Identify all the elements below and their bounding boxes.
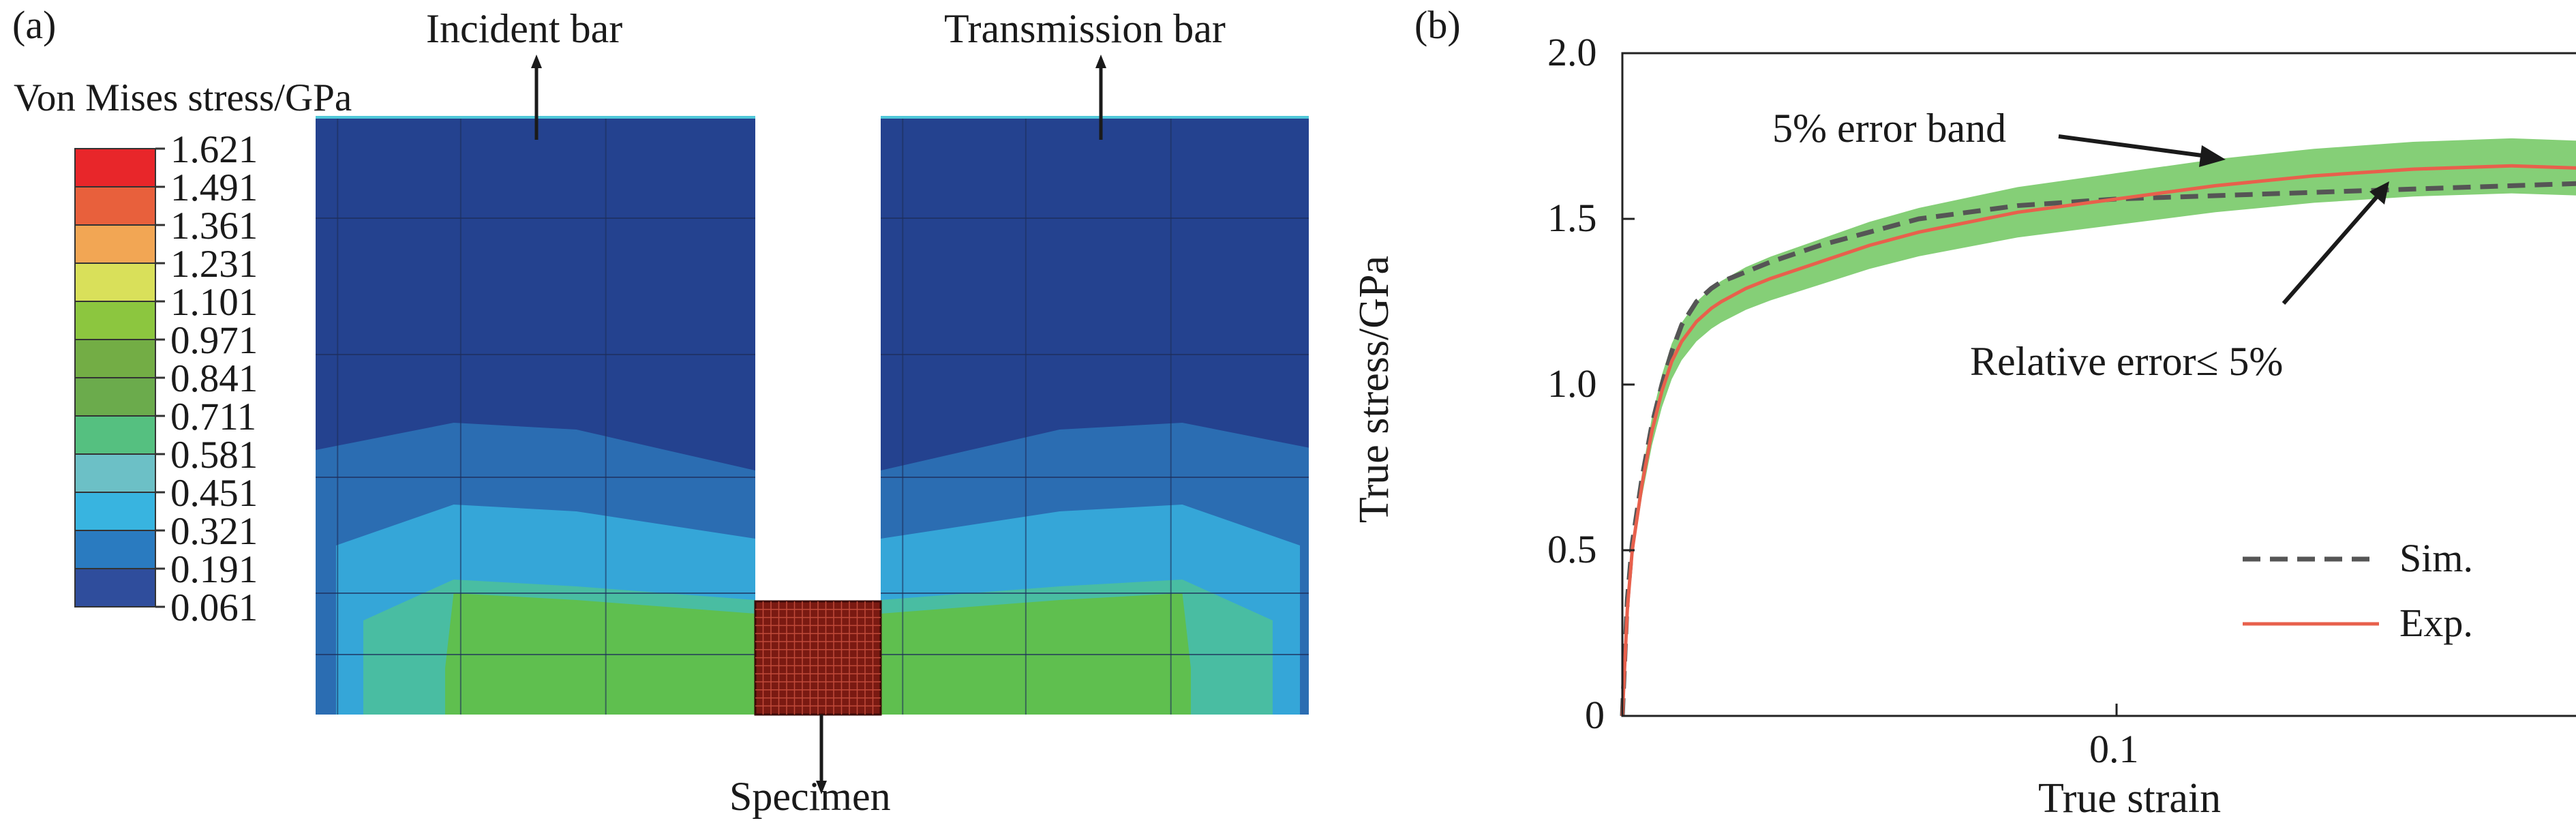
colorbar-level-label: 1.101 bbox=[170, 281, 258, 324]
colorbar-swatch bbox=[74, 492, 156, 531]
colorbar-swatch bbox=[74, 186, 156, 226]
colorbar-swatch bbox=[74, 339, 156, 378]
colorbar-level-label: 0.841 bbox=[170, 357, 258, 400]
colorbar-level-label: 0.971 bbox=[170, 319, 258, 362]
colorbar-level-label: 0.191 bbox=[170, 548, 258, 591]
series-exp-line bbox=[1620, 164, 2576, 717]
panel-a: (a) Von Mises stress/GPa Incident bar Tr… bbox=[12, 3, 1309, 819]
colorbar-level-label: 0.451 bbox=[170, 472, 258, 515]
transmission-bar bbox=[881, 116, 1309, 715]
colorbar bbox=[74, 147, 165, 608]
specimen-arrowhead bbox=[816, 781, 827, 794]
incident-arrowhead bbox=[531, 55, 542, 68]
incident-bar bbox=[316, 116, 755, 715]
y-tick-label: 1.5 bbox=[1547, 196, 1597, 240]
band-arrowhead bbox=[2199, 145, 2226, 167]
colorbar-level-label: 1.491 bbox=[170, 166, 258, 209]
colorbar-level-label: 0.321 bbox=[170, 510, 258, 553]
x-axis-label: True strain bbox=[2038, 775, 2222, 822]
colorbar-level-label: 1.231 bbox=[170, 243, 258, 286]
transmission-bar-label: Transmission bar bbox=[944, 6, 1226, 51]
colorbar-level-label: 1.621 bbox=[170, 128, 258, 171]
colorbar-swatch bbox=[74, 453, 156, 493]
fe-model-figure bbox=[74, 55, 1309, 794]
colorbar-swatch bbox=[74, 224, 156, 264]
colorbar-level-label: 1.361 bbox=[170, 205, 258, 247]
incident-bar-label: Incident bar bbox=[426, 6, 623, 51]
colorbar-level-label: 0.581 bbox=[170, 434, 258, 477]
colorbar-swatch bbox=[74, 415, 156, 455]
colorbar-swatch bbox=[74, 301, 156, 340]
colorbar-level-label: 0.711 bbox=[170, 395, 257, 438]
legend-label: Exp. bbox=[2399, 601, 2473, 645]
error-band-annotation: 5% error band bbox=[1772, 106, 2007, 151]
colorbar-swatch bbox=[74, 148, 156, 188]
origin-tick-label: 0 bbox=[1585, 693, 1605, 737]
colorbar-swatch bbox=[74, 262, 156, 302]
relative-error-annotation: Relative error≤ 5% bbox=[1970, 339, 2284, 384]
rel-error-arrow bbox=[2282, 193, 2381, 305]
panel-b-label: (b) bbox=[1414, 3, 1461, 47]
colorbar-swatch bbox=[74, 377, 156, 417]
label-arrows bbox=[531, 55, 1106, 794]
y-tick-label: 2.0 bbox=[1547, 30, 1597, 74]
axes bbox=[1621, 52, 2576, 717]
panel-b: (b) True stress/GPa True strain 5% error… bbox=[1351, 0, 2576, 825]
specimen-label: Specimen bbox=[729, 774, 891, 819]
stress-strain-chart bbox=[1620, 52, 2576, 717]
legend-label: Sim. bbox=[2399, 536, 2473, 580]
y-tick-label: 1.0 bbox=[1547, 361, 1597, 406]
x-tick-label: 0.1 bbox=[2089, 727, 2139, 771]
colorbar-swatch bbox=[74, 530, 156, 569]
colorbar-swatch bbox=[74, 568, 156, 608]
panel-a-label: (a) bbox=[12, 3, 57, 47]
bars-contour bbox=[316, 116, 1309, 716]
annotations bbox=[2058, 134, 2389, 305]
y-axis-label: True stress/GPa bbox=[1351, 255, 1398, 524]
band-arrow bbox=[2058, 134, 2213, 159]
y-tick-label: 0.5 bbox=[1547, 527, 1597, 571]
rel-error-arrowhead bbox=[2369, 181, 2389, 205]
specimen bbox=[754, 600, 882, 716]
series-layer bbox=[1620, 164, 2576, 717]
transmission-arrowhead bbox=[1095, 55, 1106, 68]
colorbar-title: Von Mises stress/GPa bbox=[14, 76, 352, 119]
colorbar-level-label: 0.061 bbox=[170, 586, 258, 629]
